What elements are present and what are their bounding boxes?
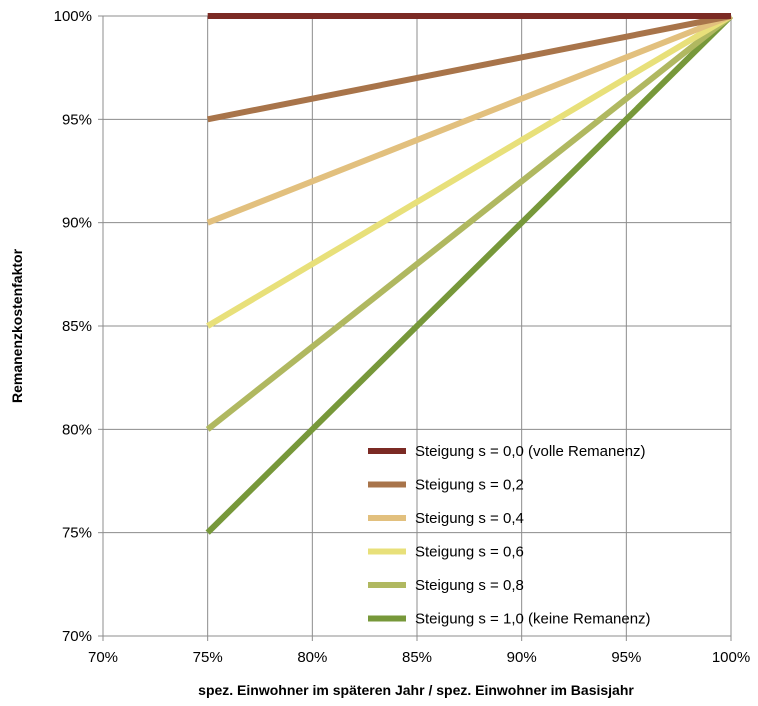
series-lines <box>205 13 734 535</box>
y-tick-label: 95% <box>62 111 92 128</box>
x-tick-label: 85% <box>402 649 432 666</box>
y-tick-label: 90% <box>62 215 92 232</box>
y-axis-ticks: 70% 75% 80% 85% 90% 95% 100% <box>54 8 92 645</box>
y-tick-label: 80% <box>62 421 92 438</box>
x-tick-label: 70% <box>88 649 118 666</box>
series-line-4 <box>205 13 733 432</box>
series-line-1 <box>207 13 732 123</box>
series-line-5 <box>205 13 734 535</box>
x-tick-label: 100% <box>712 649 750 666</box>
legend-label-5: Steigung s = 1,0 (keine Remanenz) <box>415 611 651 628</box>
x-axis-title: spez. Einwohner im späteren Jahr / spez.… <box>198 682 634 698</box>
series-line-3 <box>206 13 733 329</box>
y-tick-label: 85% <box>62 318 92 335</box>
legend-label-1: Steigung s = 0,2 <box>415 477 524 494</box>
y-axis-title: Remanenzkostenfaktor <box>9 248 25 403</box>
series-line-2 <box>206 13 733 226</box>
x-tick-label: 95% <box>611 649 641 666</box>
legend-label-3: Steigung s = 0,6 <box>415 544 524 561</box>
x-tick-label: 75% <box>193 649 223 666</box>
x-axis-ticks: 70% 75% 80% 85% 90% 95% 100% <box>88 649 750 666</box>
x-tick-label: 80% <box>297 649 327 666</box>
legend-label-2: Steigung s = 0,4 <box>415 510 524 527</box>
x-tick-label: 90% <box>507 649 537 666</box>
y-tick-label: 75% <box>62 525 92 542</box>
y-tick-label: 100% <box>54 8 92 25</box>
legend: Steigung s = 0,0 (volle Remanenz) Steigun… <box>368 443 651 628</box>
y-tick-label: 70% <box>62 628 92 645</box>
legend-label-4: Steigung s = 0,8 <box>415 577 524 594</box>
legend-label-0: Steigung s = 0,0 (volle Remanenz) <box>415 443 646 460</box>
